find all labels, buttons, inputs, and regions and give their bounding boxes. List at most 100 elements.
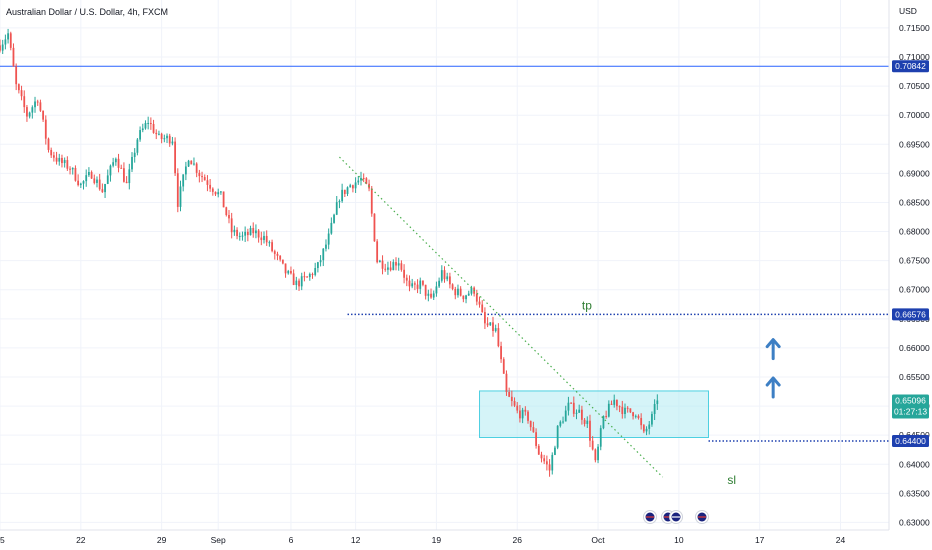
- candle-body: [88, 172, 90, 176]
- candle-body: [168, 135, 171, 144]
- candle-body: [500, 346, 502, 360]
- candle-body: [470, 287, 473, 294]
- consolidation-range-box[interactable]: [479, 390, 710, 438]
- candle-body: [255, 230, 257, 234]
- candle-body: [457, 288, 459, 296]
- candle-body: [554, 447, 556, 455]
- price-tag-current_price: [892, 394, 929, 419]
- candle-body: [411, 283, 414, 287]
- candle-body: [395, 262, 397, 266]
- candle-body: [357, 180, 360, 183]
- candle-body: [481, 304, 484, 313]
- candle-body: [77, 180, 80, 186]
- candle-body: [20, 90, 23, 97]
- x-tick-label: 10: [674, 535, 684, 545]
- price-tag-take_profit: [892, 308, 929, 321]
- candle-body: [475, 293, 478, 302]
- candle-body: [1, 44, 4, 51]
- candle-body: [422, 280, 424, 285]
- candle-body: [521, 409, 524, 419]
- arrow-up-icon[interactable]: [765, 338, 781, 361]
- candle-body: [362, 178, 365, 180]
- candle-body: [327, 233, 330, 245]
- x-tick-label: 24: [836, 535, 846, 545]
- candle-body: [50, 149, 53, 156]
- candle-body: [246, 231, 249, 236]
- candle-body: [79, 183, 82, 186]
- candle-body: [341, 189, 344, 202]
- candle-body: [268, 242, 271, 244]
- candle-body: [430, 293, 432, 298]
- candle-body: [152, 123, 155, 133]
- candle-body: [284, 263, 287, 274]
- y-tick-label: 0.68500: [899, 197, 930, 207]
- candle-body: [416, 284, 419, 289]
- arrow-up-icon[interactable]: [765, 376, 781, 399]
- candle-body: [281, 259, 284, 264]
- candle-body: [136, 139, 139, 153]
- candle-body: [198, 172, 201, 177]
- candle-body: [548, 464, 551, 471]
- candle-body: [448, 276, 451, 285]
- candle-body: [155, 132, 158, 135]
- y-tick-label: 0.64000: [899, 459, 930, 469]
- candle-body: [572, 402, 575, 414]
- candle-body: [624, 407, 626, 415]
- candle-body: [23, 96, 26, 108]
- candle-body: [519, 410, 521, 419]
- candle-body: [586, 420, 589, 424]
- candle-body: [128, 169, 131, 184]
- candle-body: [209, 184, 212, 189]
- candle-body: [298, 280, 300, 287]
- candle-body: [524, 409, 527, 412]
- candle-body: [408, 280, 411, 287]
- candle-body: [0, 45, 1, 51]
- candle-body: [36, 101, 39, 103]
- candle-body: [645, 428, 648, 432]
- time-axis-ticks: 15 22 29 Sep 6 12 19 26 Oct 10 17 24: [0, 535, 846, 545]
- candle-body: [314, 268, 317, 275]
- candle-body: [184, 166, 187, 175]
- candle-body: [389, 267, 392, 271]
- candle-body: [131, 156, 133, 170]
- y-tick-label: 0.67000: [899, 285, 930, 295]
- candle-body: [106, 175, 109, 184]
- candle-body: [376, 241, 379, 263]
- candle-body: [616, 399, 618, 407]
- y-tick-label: 0.71000: [899, 52, 930, 62]
- candle-body: [365, 178, 368, 184]
- candle-body: [28, 112, 31, 117]
- candle-body: [446, 276, 449, 280]
- candle-body: [7, 33, 9, 40]
- candle-body: [599, 428, 602, 447]
- candle-body: [244, 231, 247, 236]
- trend-line[interactable]: [339, 156, 664, 478]
- candle-body: [71, 167, 74, 170]
- candle-body: [82, 181, 85, 184]
- candle-body: [486, 323, 489, 326]
- candle-body: [114, 158, 117, 163]
- candle-body: [648, 424, 651, 429]
- candle-body: [61, 157, 63, 164]
- candle-body: [147, 122, 150, 124]
- candle-body: [454, 288, 457, 296]
- candle-body: [144, 123, 147, 129]
- candle-body: [384, 268, 387, 270]
- candle-body: [346, 187, 349, 194]
- candle-body: [545, 461, 548, 465]
- candle-body: [333, 214, 335, 223]
- bar-countdown: 01:27:13: [894, 406, 927, 416]
- candle-body: [201, 176, 203, 178]
- x-tick-label: 26: [513, 535, 523, 545]
- arrow-head: [765, 376, 781, 387]
- candle-body: [171, 141, 174, 144]
- candle-body: [117, 158, 120, 168]
- candle-body: [187, 160, 190, 167]
- candle-body: [634, 415, 637, 417]
- candle-body: [206, 180, 209, 185]
- candle-body: [252, 228, 255, 234]
- candle-body: [535, 432, 537, 446]
- candle-body: [93, 178, 96, 183]
